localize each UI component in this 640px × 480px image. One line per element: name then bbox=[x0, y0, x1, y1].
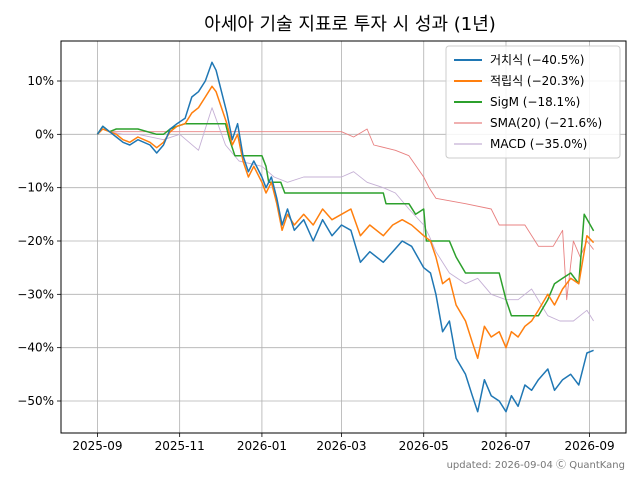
series-layer bbox=[96, 61, 595, 413]
y-tick-label: 10% bbox=[27, 74, 54, 88]
legend: 거치식 (−40.5%) 적립식 (−20.3%) SigM (−18.1%) SMA… bbox=[445, 45, 621, 159]
chart-title: 아세아 기술 지표로 투자 시 성과 (1년) bbox=[204, 14, 496, 35]
legend-box bbox=[445, 45, 621, 159]
legend-label: 적립식 (−20.3%) bbox=[490, 74, 584, 88]
x-tick-label: 2026-01 bbox=[237, 439, 287, 453]
y-tick-label: −10% bbox=[17, 181, 54, 195]
x-tick-label: 2025-11 bbox=[155, 439, 205, 453]
x-tick-label: 2026-03 bbox=[316, 439, 366, 453]
series-line-3 bbox=[97, 128, 594, 301]
plot-frame bbox=[60, 40, 627, 434]
y-tick-label: −50% bbox=[17, 394, 54, 408]
x-axis-ticks: 2025-09 2025-11 2026-01 2026-03 2026-05 2026-… bbox=[72, 433, 615, 453]
y-tick-label: −30% bbox=[17, 287, 54, 301]
series-line-0 bbox=[96, 61, 594, 413]
grid-lines bbox=[61, 41, 626, 433]
series-line-4 bbox=[97, 107, 594, 322]
y-tick-label: −40% bbox=[17, 341, 54, 355]
series-line-1 bbox=[96, 85, 595, 360]
legend-label: 거치식 (−40.5%) bbox=[490, 53, 584, 67]
legend-label: SigM (−18.1%) bbox=[490, 95, 580, 109]
x-tick-label: 2026-07 bbox=[481, 439, 531, 453]
x-tick-label: 2025-09 bbox=[72, 439, 122, 453]
y-tick-label: −20% bbox=[17, 234, 54, 248]
footer-text: updated: 2026-09-04 Ⓒ QuantKang bbox=[447, 459, 625, 471]
series-line-2 bbox=[96, 122, 595, 317]
legend-label: MACD (−35.0%) bbox=[490, 137, 587, 151]
x-tick-label: 2026-05 bbox=[399, 439, 449, 453]
y-axis-ticks: 10% 0% −10% −20% −30% −40% −50% bbox=[17, 74, 61, 408]
x-tick-label: 2026-09 bbox=[565, 439, 615, 453]
y-tick-label: 0% bbox=[35, 127, 54, 141]
legend-label: SMA(20) (−21.6%) bbox=[490, 116, 602, 130]
